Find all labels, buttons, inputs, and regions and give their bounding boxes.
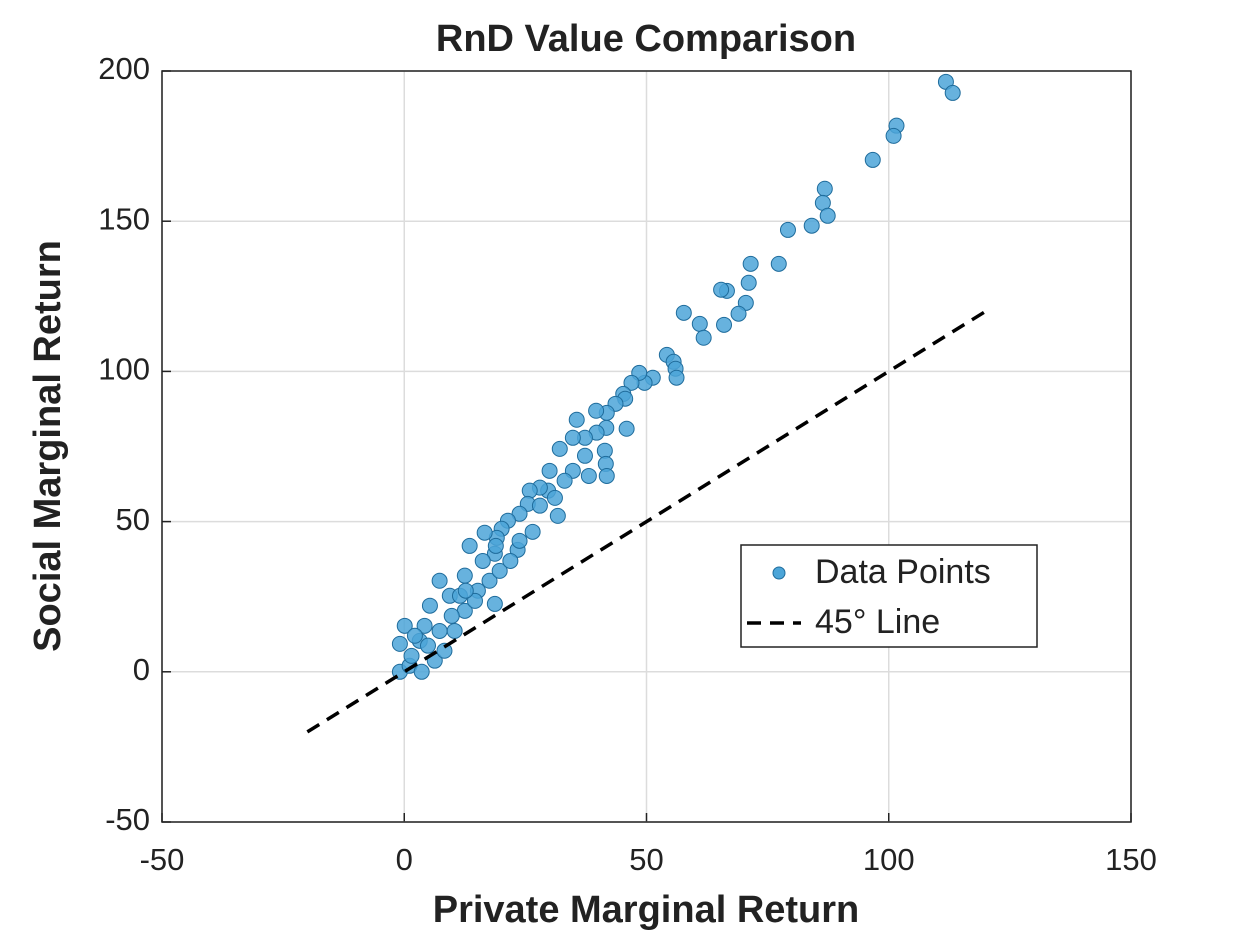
data-point [668, 369, 685, 386]
data-point [491, 562, 508, 579]
data-point [487, 537, 504, 554]
data-point [461, 537, 478, 554]
data-point [396, 617, 413, 634]
x-tick-label: 50 [629, 842, 663, 877]
data-point [511, 505, 528, 522]
x-tick-label: 0 [396, 842, 413, 877]
data-point [406, 627, 423, 644]
legend-marker [772, 566, 786, 580]
chart-title: RnD Value Comparison [436, 18, 856, 60]
data-point [675, 304, 692, 321]
x-tick-label: 150 [1105, 842, 1157, 877]
y-tick-label: 100 [98, 352, 150, 387]
data-point [596, 442, 613, 459]
data-point [476, 524, 493, 541]
data-point [816, 180, 833, 197]
data-point [416, 617, 433, 634]
x-tick-label: 100 [863, 842, 915, 877]
data-point [564, 429, 581, 446]
data-point [740, 274, 757, 291]
data-point [511, 532, 528, 549]
data-point [457, 582, 474, 599]
data-point [502, 552, 519, 569]
data-point [588, 402, 605, 419]
data-point [549, 507, 566, 524]
y-tick-label: 150 [98, 201, 150, 236]
data-point [556, 472, 573, 489]
data-point [419, 637, 436, 654]
data-point [546, 489, 563, 506]
data-point [521, 482, 538, 499]
y-tick-label: -50 [105, 802, 150, 837]
data-point [443, 607, 460, 624]
data-point [486, 595, 503, 612]
data-point [531, 497, 548, 514]
plot-frame [161, 70, 1132, 823]
data-point [730, 305, 747, 322]
data-point [695, 329, 712, 346]
data-point [431, 572, 448, 589]
data-point [770, 255, 787, 272]
data-point [568, 411, 585, 428]
data-point [391, 635, 408, 652]
data-point [413, 663, 430, 680]
data-point [456, 567, 473, 584]
data-point [421, 597, 438, 614]
data-point [481, 572, 498, 589]
data-point [716, 316, 733, 333]
data-point [436, 642, 453, 659]
data-point [466, 592, 483, 609]
legend-box [740, 544, 1038, 648]
data-point [819, 207, 836, 224]
x-tick-label: -50 [140, 842, 185, 877]
data-point [713, 281, 730, 298]
data-point [576, 447, 593, 464]
data-point [691, 315, 708, 332]
data-point [779, 221, 796, 238]
legend-label: 45° Line [815, 603, 940, 641]
data-point [551, 440, 568, 457]
x-axis-label: Private Marginal Return [433, 889, 860, 931]
y-axis-label: Social Marginal Return [27, 240, 69, 652]
data-point [803, 217, 820, 234]
data-point [431, 622, 448, 639]
data-point [580, 467, 597, 484]
data-point [618, 420, 635, 437]
data-point [885, 127, 902, 144]
data-point [541, 462, 558, 479]
y-tick-label: 0 [133, 652, 150, 687]
reference-line [306, 309, 987, 734]
data-point [524, 523, 541, 540]
data-point [403, 647, 420, 664]
data-point [446, 622, 463, 639]
data-point [598, 467, 615, 484]
data-point [623, 374, 640, 391]
y-tick-label: 200 [98, 51, 150, 86]
data-point [944, 84, 961, 101]
data-point [864, 151, 881, 168]
data-point [742, 255, 759, 272]
legend-label: Data Points [815, 553, 991, 591]
y-tick-label: 50 [116, 502, 150, 537]
data-point [474, 552, 491, 569]
